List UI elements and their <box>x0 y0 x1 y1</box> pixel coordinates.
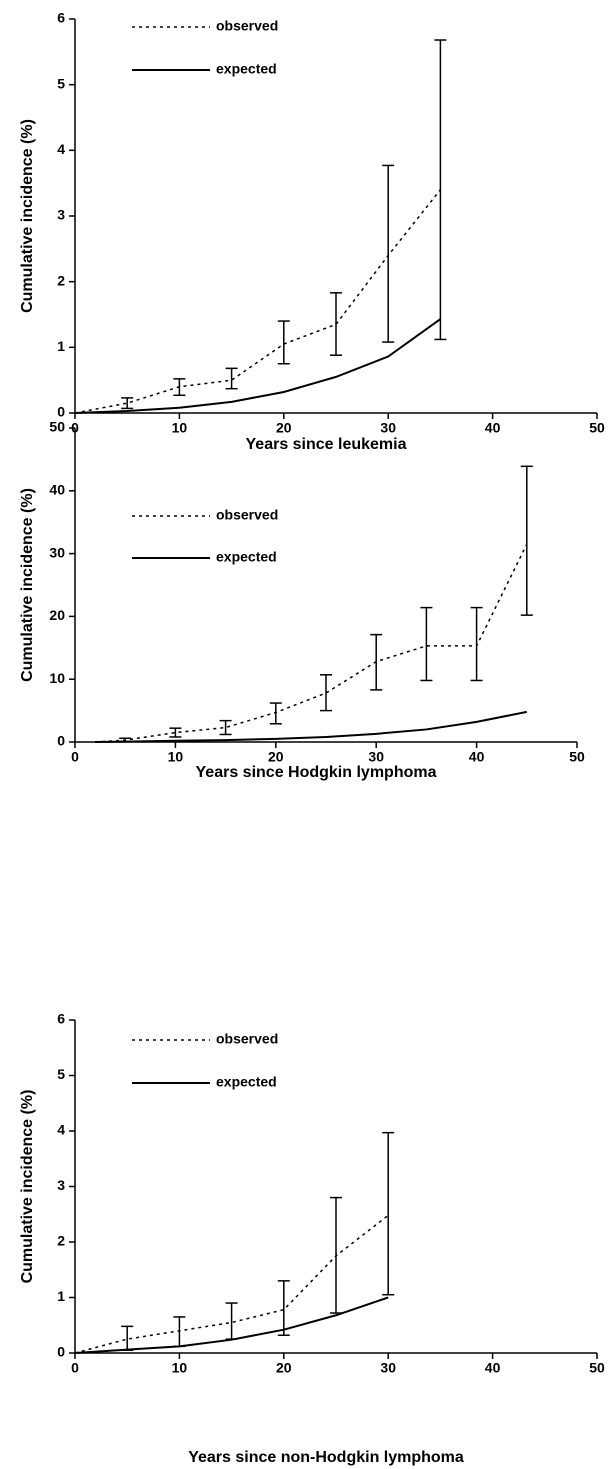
x-tick-label: 30 <box>368 749 384 765</box>
legend-label: expected <box>216 1074 277 1090</box>
x-tick-label: 10 <box>168 749 184 765</box>
x-tick-label: 10 <box>172 1360 188 1376</box>
y-tick-label: 5 <box>57 75 65 91</box>
x-tick-label: 0 <box>71 1360 79 1376</box>
y-tick-label: 2 <box>57 1233 65 1249</box>
x-tick-label: 20 <box>276 1360 292 1376</box>
error-bar <box>382 164 395 343</box>
y-tick-label: 30 <box>49 544 65 560</box>
y-tick-label: 0 <box>57 404 65 420</box>
y-tick-label: 2 <box>57 272 65 288</box>
x-tick-label: 50 <box>569 749 585 765</box>
line-series <box>74 189 441 414</box>
x-tick-label: 40 <box>485 420 501 436</box>
y-tick-label: 40 <box>49 482 65 498</box>
line-series <box>74 1296 389 1354</box>
y-tick-label: 1 <box>57 1288 65 1304</box>
error-bar <box>520 465 533 616</box>
line-series <box>74 1214 389 1354</box>
y-tick-label: 4 <box>57 1122 65 1138</box>
x-tick-label: 20 <box>268 749 284 765</box>
error-bar <box>225 367 238 390</box>
error-bar <box>277 320 290 365</box>
error-bar <box>121 397 134 410</box>
error-bar <box>470 606 483 682</box>
x-tick-label: 10 <box>172 420 188 436</box>
x-tick-label: 30 <box>380 1360 396 1376</box>
error-bar <box>219 719 232 736</box>
x-tick-label: 30 <box>380 420 396 436</box>
error-bar <box>330 292 342 356</box>
y-axis-label: Cumulative incidence (%) <box>19 119 36 313</box>
x-axis-label: Years since leukemia <box>246 436 407 453</box>
legend-label: observed <box>216 18 278 34</box>
error-bar <box>173 1316 186 1348</box>
y-tick-label: 6 <box>57 10 65 26</box>
y-axis-label: Cumulative incidence (%) <box>19 1090 36 1284</box>
error-bar <box>277 1280 290 1336</box>
x-axis-label: Years since non-Hodgkin lymphoma <box>188 1449 464 1466</box>
x-tick-label: 0 <box>71 749 79 765</box>
error-bar <box>420 606 433 682</box>
y-tick-label: 20 <box>49 607 65 623</box>
x-tick-label: 50 <box>589 420 605 436</box>
y-tick-label: 0 <box>57 1344 65 1360</box>
legend-label: expected <box>216 549 277 565</box>
y-tick-label: 10 <box>49 670 65 686</box>
y-tick-label: 1 <box>57 338 65 354</box>
y-tick-label: 50 <box>49 419 65 435</box>
error-bar <box>225 1302 238 1340</box>
y-axis-label: Cumulative incidence (%) <box>19 488 36 682</box>
y-tick-label: 5 <box>57 1066 65 1082</box>
x-tick-label: 40 <box>469 749 485 765</box>
x-tick-label: 50 <box>589 1360 605 1376</box>
x-tick-label: 20 <box>276 420 292 436</box>
legend-label: observed <box>216 1031 278 1047</box>
line-series <box>95 543 528 743</box>
y-tick-label: 3 <box>57 207 65 223</box>
legend-label: expected <box>216 61 277 77</box>
error-bar <box>169 727 182 738</box>
y-tick-label: 0 <box>57 733 65 749</box>
error-bar <box>320 674 332 712</box>
line-series <box>74 318 441 414</box>
x-axis-label: Years since Hodgkin lymphoma <box>196 764 437 781</box>
x-tick-label: 40 <box>485 1360 501 1376</box>
x-tick-label: 0 <box>71 420 79 436</box>
error-bar <box>382 1131 395 1296</box>
y-tick-label: 4 <box>57 141 65 157</box>
error-bar <box>269 702 282 725</box>
y-tick-label: 6 <box>57 1011 65 1027</box>
line-series <box>95 710 527 743</box>
legend-label: observed <box>216 507 278 523</box>
y-tick-label: 3 <box>57 1177 65 1193</box>
